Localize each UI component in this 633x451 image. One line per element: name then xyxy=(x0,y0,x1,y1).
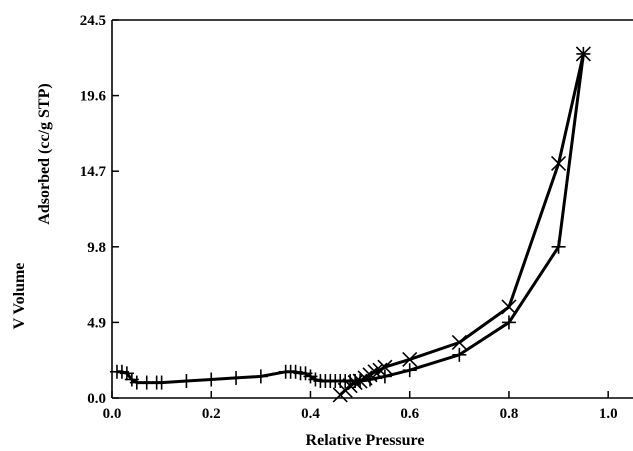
x-marker xyxy=(342,378,358,394)
x-marker xyxy=(575,46,591,62)
y-tick-label: 24.5 xyxy=(80,13,106,29)
series-line xyxy=(117,53,585,385)
y-axis-title-line2: Adsorbed (cc/g STP) xyxy=(36,83,53,224)
x-tick-label: 0.6 xyxy=(400,406,419,422)
x-marker xyxy=(377,359,393,375)
plus-marker xyxy=(204,372,219,387)
y-tick-label: 4.9 xyxy=(87,315,106,331)
x-marker xyxy=(362,367,378,383)
x-marker xyxy=(501,299,517,315)
plus-marker xyxy=(253,369,268,384)
y-axis-title-line1: V Volume xyxy=(11,263,28,330)
series-line xyxy=(339,53,585,397)
plus-marker xyxy=(452,347,467,362)
x-marker xyxy=(352,373,368,389)
x-marker xyxy=(372,362,388,378)
plus-marker xyxy=(402,363,417,378)
plus-marker xyxy=(154,375,169,390)
x-tick-label: 0.0 xyxy=(103,406,122,422)
x-tick-label: 1.0 xyxy=(599,406,618,422)
series-2 xyxy=(332,46,591,403)
series-1 xyxy=(109,46,591,390)
x-tick-label: 0.8 xyxy=(500,406,519,422)
y-tick-label: 9.8 xyxy=(87,240,106,256)
x-marker xyxy=(451,334,467,351)
plus-marker xyxy=(179,374,194,389)
x-marker xyxy=(551,155,567,172)
x-tick-label: 0.2 xyxy=(202,406,221,422)
series-layer xyxy=(109,46,591,403)
x-marker xyxy=(357,370,373,386)
x-axis-title: Relative Pressure xyxy=(306,432,425,449)
y-tick-label: 14.7 xyxy=(80,164,107,180)
plus-marker xyxy=(229,370,244,385)
y-axis-ticks: 0.0 4.9 9.8 14.7 19.6 24.5 xyxy=(80,13,119,407)
y-tick-label: 0.0 xyxy=(87,391,106,407)
x-marker xyxy=(347,375,363,391)
x-marker xyxy=(402,351,418,367)
x-marker xyxy=(367,364,383,380)
x-axis-ticks: 0.0 0.2 0.4 0.6 0.8 1.0 xyxy=(103,391,618,422)
plot-area xyxy=(111,19,633,399)
plus-marker xyxy=(501,315,516,330)
x-tick-label: 0.4 xyxy=(301,406,320,422)
y-tick-label: 19.6 xyxy=(80,89,107,105)
plus-marker xyxy=(551,239,566,254)
